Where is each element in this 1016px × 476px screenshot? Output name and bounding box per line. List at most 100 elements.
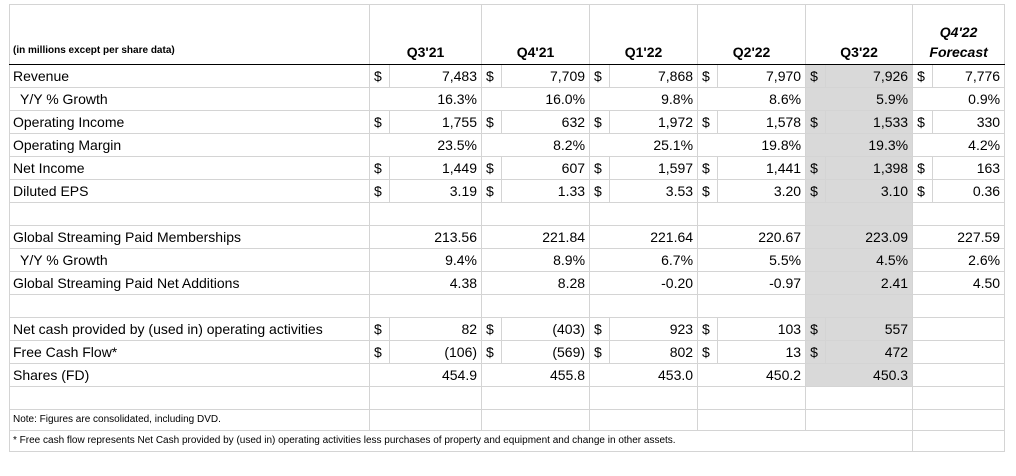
cell: 1.33 — [501, 179, 591, 203]
cell: (403) — [501, 317, 591, 341]
row-revenue-growth: Y/Y % Growth 16.3% 16.0% 9.8% 8.6% 5.9% … — [9, 87, 1006, 111]
row-free-cash-flow: Free Cash Flow* $ (106) $ (569) $802 $13 $… — [9, 340, 1006, 364]
cell: 1,755 — [388, 110, 483, 134]
cell: 455.8 — [481, 363, 591, 387]
row-operating-margin: Operating Margin 23.5% 8.2% 25.1% 19.8% … — [9, 133, 1006, 157]
dollar-sign: $ — [805, 340, 827, 364]
row-memberships: Global Streaming Paid Memberships 213.56… — [9, 225, 1006, 249]
dollar-sign: $ — [589, 110, 611, 134]
cell: (106) — [388, 340, 483, 364]
col-q3-22: Q3'22 — [805, 4, 914, 65]
col-q2-22: Q2'22 — [697, 4, 807, 65]
cell: 7,926 — [825, 64, 914, 88]
cell: 450.2 — [697, 363, 807, 387]
row-label: Global Streaming Paid Memberships — [9, 225, 370, 249]
cell: 4.50 — [912, 271, 1006, 295]
cell: 23.5% — [368, 133, 483, 157]
cell: 7,970 — [717, 64, 807, 88]
cell-empty — [912, 340, 1006, 364]
cell: 802 — [609, 340, 699, 364]
row-operating-cash: Net cash provided by (used in) operating… — [9, 317, 1006, 341]
cell: 9.8% — [589, 87, 699, 111]
cell: 0.9% — [912, 87, 1006, 111]
row-shares: Shares (FD) 454.9 455.8 453.0 450.2 450.… — [9, 363, 1006, 387]
row-label: Revenue — [9, 64, 370, 88]
col-q4-21: Q4'21 — [481, 4, 591, 65]
dollar-sign: $ — [481, 156, 503, 180]
cell: 213.56 — [368, 225, 483, 249]
dollar-sign: $ — [912, 110, 934, 134]
footnote-row: * Free cash flow represents Net Cash pro… — [8, 430, 1006, 452]
header-row: (in millions except per share data) Q3'2… — [9, 4, 1006, 65]
cell: 2.41 — [805, 271, 914, 295]
dollar-sign: $ — [369, 317, 390, 341]
cell: 5.9% — [805, 87, 914, 111]
cell: 19.3% — [805, 133, 914, 157]
financial-table: (in millions except per share data) Q3'2… — [8, 4, 1006, 452]
cell: 330 — [932, 110, 1006, 134]
row-label: Y/Y % Growth — [9, 248, 370, 272]
row-label: Shares (FD) — [9, 363, 370, 387]
dollar-sign: $ — [589, 64, 611, 88]
cell: 5.5% — [697, 248, 807, 272]
cell: 25.1% — [589, 133, 699, 157]
cell: 450.3 — [805, 363, 914, 387]
units-label: (in millions except per share data) — [9, 4, 370, 65]
cell: 3.20 — [717, 179, 807, 203]
dollar-sign: $ — [481, 340, 503, 364]
row-label: Y/Y % Growth — [9, 87, 370, 111]
row-label: Net cash provided by (used in) operating… — [9, 317, 370, 341]
dollar-sign: $ — [805, 317, 827, 341]
cell: 221.64 — [589, 225, 699, 249]
cell: 1,441 — [717, 156, 807, 180]
cell-empty — [912, 363, 1006, 387]
dollar-sign: $ — [697, 64, 719, 88]
cell: -0.20 — [589, 271, 699, 295]
cell: 221.84 — [481, 225, 591, 249]
col-q1-22: Q1'22 — [589, 4, 699, 65]
cell: 13 — [717, 340, 807, 364]
dollar-sign: $ — [369, 179, 390, 203]
cell: 1,597 — [609, 156, 699, 180]
cell: 453.0 — [589, 363, 699, 387]
cell: 1,972 — [609, 110, 699, 134]
dollar-sign: $ — [697, 317, 719, 341]
cell: 16.0% — [481, 87, 591, 111]
cell: 7,709 — [501, 64, 591, 88]
cell: 1,533 — [825, 110, 914, 134]
dollar-sign: $ — [697, 156, 719, 180]
cell: 3.19 — [388, 179, 483, 203]
dollar-sign: $ — [369, 340, 390, 364]
dollar-sign: $ — [589, 156, 611, 180]
row-label: Global Streaming Paid Net Additions — [9, 271, 370, 295]
cell: 632 — [501, 110, 591, 134]
dollar-sign: $ — [912, 156, 934, 180]
cell: 607 — [501, 156, 591, 180]
cell: 19.8% — [697, 133, 807, 157]
cell: 4.38 — [368, 271, 483, 295]
cell: 557 — [825, 317, 914, 341]
dollar-sign: $ — [912, 64, 934, 88]
row-revenue: Revenue $7,483 $7,709 $7,868 $7,970 $7,9… — [9, 64, 1006, 88]
note-consolidated: Note: Figures are consolidated, includin… — [9, 409, 370, 431]
row-label: Net Income — [9, 156, 370, 180]
dollar-sign: $ — [697, 340, 719, 364]
cell: 223.09 — [805, 225, 914, 249]
cell: 472 — [825, 340, 914, 364]
cell: 7,776 — [932, 64, 1006, 88]
cell: -0.97 — [697, 271, 807, 295]
col-q3-21: Q3'21 — [368, 4, 483, 65]
dollar-sign: $ — [481, 317, 503, 341]
cell: 9.4% — [368, 248, 483, 272]
dollar-sign: $ — [697, 110, 719, 134]
dollar-sign: $ — [369, 156, 390, 180]
cell: 454.9 — [368, 363, 483, 387]
cell: 8.6% — [697, 87, 807, 111]
row-operating-income: Operating Income $1,755 $632 $1,972 $1,5… — [9, 110, 1006, 134]
dollar-sign: $ — [481, 179, 503, 203]
cell: 1,578 — [717, 110, 807, 134]
note-row: Note: Figures are consolidated, includin… — [9, 409, 1006, 431]
cell: 6.7% — [589, 248, 699, 272]
cell: 0.36 — [932, 179, 1006, 203]
cell: 8.28 — [481, 271, 591, 295]
